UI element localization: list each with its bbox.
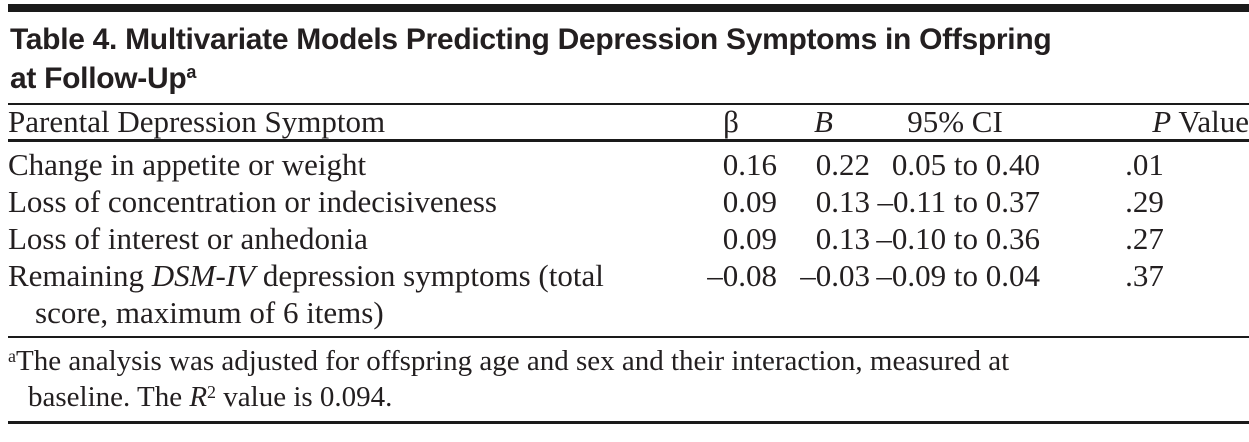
bottom-rule-bar [8, 421, 1249, 424]
cell-pvalue: .29 [1125, 184, 1164, 219]
r-squared-symbol: R [189, 381, 208, 413]
cell-ci: –0.10 to 0.36 [876, 221, 1040, 256]
table-title-footnote-marker: a [186, 62, 197, 83]
column-header-symptom: Parental Depression Symptom [8, 105, 685, 142]
table-footnote: aThe analysis was adjusted for offspring… [8, 343, 1249, 415]
cell-symptom-line2: score, maximum of 6 items) [35, 295, 384, 330]
column-header-beta: β [685, 105, 777, 142]
column-header-b: B [777, 105, 870, 142]
table-header-row: Parental Depression Symptom β B 95% CI P… [8, 105, 1249, 142]
table-title: Table 4. Multivariate Models Predicting … [10, 20, 1249, 98]
statistics-table: Parental Depression Symptom β B 95% CI P… [8, 105, 1249, 338]
cell-ci: –0.11 to 0.37 [877, 184, 1040, 219]
table-body: Change in appetite or weight 0.16 0.22 0… [8, 141, 1249, 338]
footnote-marker: a [8, 345, 16, 366]
table-row: Change in appetite or weight 0.16 0.22 0… [8, 141, 1249, 184]
cell-b: 0.13 [815, 184, 870, 219]
table-row: Remaining DSM-IV depression symptoms (to… [8, 257, 1249, 338]
cell-b: 0.13 [815, 221, 870, 256]
cell-pvalue: .27 [1125, 221, 1164, 256]
cell-symptom: Change in appetite or weight [8, 147, 367, 182]
table-row: Loss of interest or anhedonia 0.09 0.13 … [8, 220, 1249, 257]
table-header: Parental Depression Symptom β B 95% CI P… [8, 105, 1249, 142]
cell-b: 0.22 [815, 147, 870, 182]
cell-beta: 0.16 [722, 147, 777, 182]
dsm-iv-italic: DSM-IV [151, 258, 256, 293]
cell-beta: 0.09 [722, 184, 777, 219]
cell-symptom-line1: Remaining DSM-IV depression symptoms (to… [8, 258, 604, 293]
cell-ci: 0.05 to 0.40 [891, 147, 1040, 182]
cell-pvalue: .37 [1040, 257, 1249, 338]
cell-ci: –0.09 to 0.04 [870, 257, 1040, 338]
table-title-line2: at Follow-Upa [10, 62, 197, 95]
table-title-line1: Table 4. Multivariate Models Predicting … [10, 23, 1052, 56]
top-rule-bar [8, 4, 1249, 12]
column-header-pvalue: P Value [1040, 105, 1249, 142]
cell-pvalue: .01 [1125, 147, 1164, 182]
cell-beta: 0.09 [722, 221, 777, 256]
table-row: Loss of concentration or indecisiveness … [8, 183, 1249, 220]
footnote-line1: aThe analysis was adjusted for offspring… [8, 345, 1010, 377]
cell-symptom: Loss of concentration or indecisiveness [8, 184, 497, 219]
cell-symptom: Remaining DSM-IV depression symptoms (to… [8, 257, 685, 338]
rule-below-title [8, 103, 1249, 105]
cell-beta: –0.08 [685, 257, 777, 338]
footnote-line2: baseline. The R2 value is 0.094. [28, 381, 393, 413]
cell-b: –0.03 [777, 257, 870, 338]
column-header-ci: 95% CI [870, 105, 1040, 142]
cell-symptom: Loss of interest or anhedonia [8, 221, 368, 256]
